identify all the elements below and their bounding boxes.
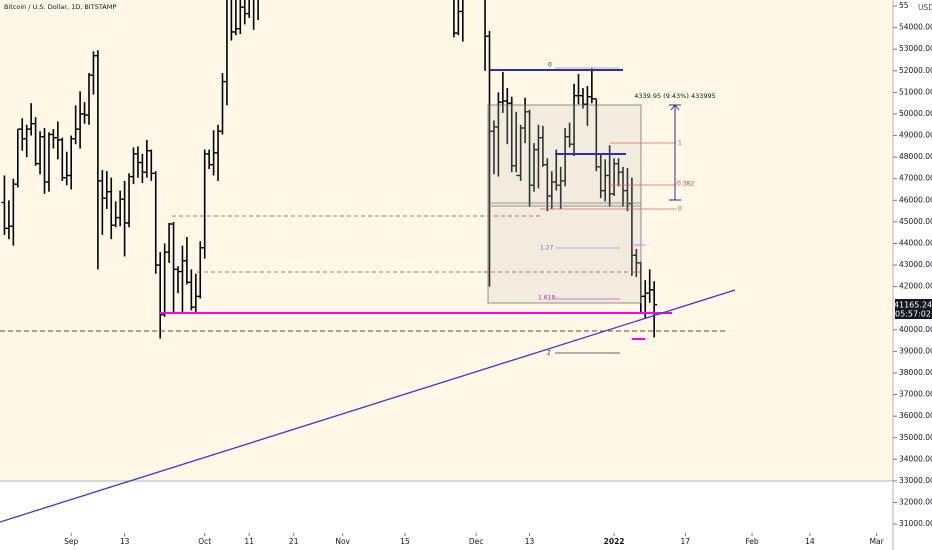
y-tick-label: 40000.00 xyxy=(899,325,932,334)
x-tick-label: Dec xyxy=(469,537,484,546)
x-tick-label: Oct xyxy=(198,537,211,546)
y-tick-label: 47000.00 xyxy=(899,174,932,183)
fib-label: 1.618 xyxy=(538,295,555,302)
x-tick-label: 21 xyxy=(289,537,299,546)
x-tick-label: Mar xyxy=(870,537,885,546)
y-tick-label: 53000.00 xyxy=(899,44,932,53)
last-price: 41165.24 xyxy=(894,301,932,310)
fib-label: 1 xyxy=(678,140,682,147)
countdown: 05:57:02 xyxy=(895,310,931,319)
axes: 31000.00 32000.00 33000.00 34000.00 35000.00… xyxy=(64,1,932,546)
currency: USD xyxy=(918,3,932,12)
fib-label: 1.27 xyxy=(540,245,554,252)
ohlc-bar xyxy=(252,0,255,30)
y-tick-label: 49000.00 xyxy=(899,131,932,140)
fib-label: 0 xyxy=(548,62,552,69)
lower-pane xyxy=(0,481,893,550)
y-tick-label: 43000.00 xyxy=(899,260,932,269)
x-tick-label: 13 xyxy=(525,537,535,546)
ohlc-bar xyxy=(246,0,250,18)
y-tick-label: 42000.00 xyxy=(899,282,932,291)
x-tick-label: 13 xyxy=(120,537,130,546)
y-tick-label: 34000.00 xyxy=(899,454,932,463)
x-tick-label: 14 xyxy=(805,537,815,546)
y-tick-label: 38000.00 xyxy=(899,368,932,377)
ohlc-bar xyxy=(257,0,259,21)
trend-line xyxy=(0,289,736,523)
y-tick-label: 39000.00 xyxy=(899,346,932,355)
y-tick-label: 45000.00 xyxy=(899,217,932,226)
x-tick-label: Nov xyxy=(335,537,350,546)
y-tick-label: 48000.00 xyxy=(899,152,932,161)
chart-title: Bitcoin / U.S. Dollar, 1D, BITSTAMP xyxy=(4,3,116,11)
y-tick-label: 51000.00 xyxy=(899,87,932,96)
y-tick-label: 36000.00 xyxy=(899,411,932,420)
fib-label: 0 xyxy=(678,206,682,213)
ohlc-bar xyxy=(651,281,658,338)
x-tick-label: Feb xyxy=(745,537,759,546)
y-tick-label: 37000.00 xyxy=(899,390,932,399)
y-tick-label: 31000.00 xyxy=(899,519,932,528)
ohlc-bar xyxy=(459,0,464,42)
measure-label: 4339.95 (9.43%) 433995 xyxy=(634,92,716,100)
y-tick-label: 35000.00 xyxy=(899,433,932,442)
drawings: 0 1.27 1.618 2 1 0.382 0 4339.95 (9.43%)… xyxy=(0,62,736,523)
y-tick-label: 54000.00 xyxy=(899,23,932,32)
y-tick-label: 44000.00 xyxy=(899,238,932,247)
plot-background xyxy=(0,0,893,481)
y-tick-label: 50000.00 xyxy=(899,109,932,118)
y-tick-label: 55 xyxy=(899,1,909,10)
x-tick-label: 15 xyxy=(400,537,410,546)
x-tick-label: 11 xyxy=(244,537,254,546)
price-axis xyxy=(893,0,932,550)
ohlc-bar xyxy=(223,0,228,106)
x-tick-label: 17 xyxy=(681,537,691,546)
x-tick-label: Sep xyxy=(64,537,78,546)
y-tick-label: 46000.00 xyxy=(899,195,932,204)
fib-label: 0.382 xyxy=(677,181,694,188)
y-tick-label: 33000.00 xyxy=(899,476,932,485)
x-tick-label: 2022 xyxy=(604,537,625,546)
y-tick-label: 52000.00 xyxy=(899,66,932,75)
fib-label: 2 xyxy=(547,350,551,357)
last-price-box xyxy=(895,299,932,319)
fib-box xyxy=(487,104,642,304)
y-tick-label: 32000.00 xyxy=(899,498,932,507)
